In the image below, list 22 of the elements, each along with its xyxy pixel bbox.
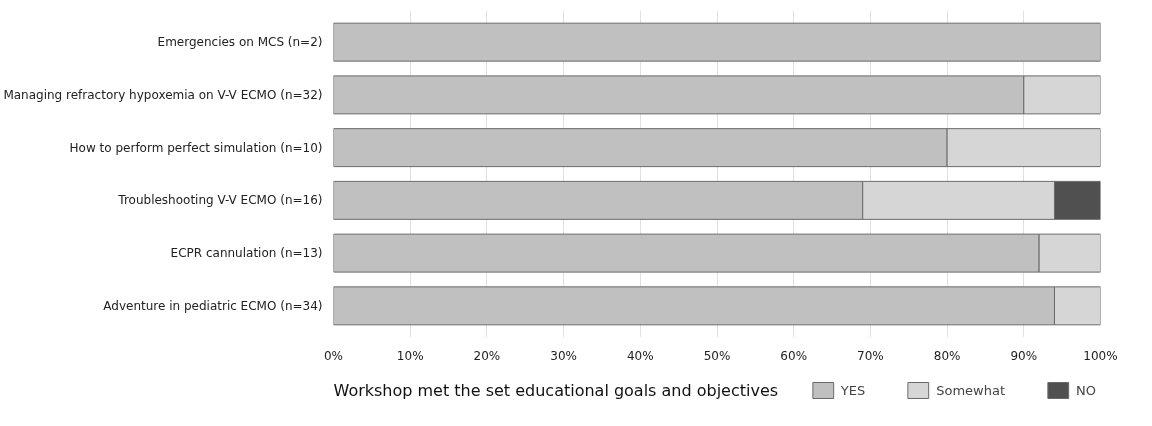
y-tick-label: How to perform perfect simulation (n=10) — [69, 140, 323, 155]
x-tick-label: 50% — [703, 348, 731, 363]
y-tick-label: Managing refractory hypoxemia on V-V ECMO (n=32) — [3, 87, 323, 102]
legend-label: YES — [840, 382, 866, 398]
y-tick-label: Adventure in pediatric ECMO (n=34) — [103, 298, 323, 313]
x-tick-label: 20% — [473, 348, 501, 363]
text: Workshop met the set educational goals and objectives — [333, 381, 779, 400]
x-tick-label: 60% — [780, 348, 808, 363]
x-tick-label: 70% — [857, 348, 884, 363]
y-tick-label: ECPR cannulation (n=13) — [170, 246, 323, 261]
bar — [333, 22, 1101, 62]
x-tick-label: 90% — [1010, 348, 1038, 363]
legend-label: Somewhat — [936, 382, 1005, 398]
x-tick-label: 80% — [933, 348, 961, 363]
y-tick-label: Emergencies on MCS (n=2) — [157, 35, 323, 50]
x-tick-label: 0% — [323, 348, 344, 363]
x-tick-label: 40% — [626, 348, 654, 363]
x-tick-label: 100% — [1083, 348, 1118, 363]
y-tick-label: Troubleshooting V-V ECMO (n=16) — [117, 193, 323, 208]
x-tick-label: 10% — [396, 348, 424, 363]
x-tick-label: 30% — [550, 348, 577, 363]
legend-label: NO — [1076, 382, 1096, 398]
